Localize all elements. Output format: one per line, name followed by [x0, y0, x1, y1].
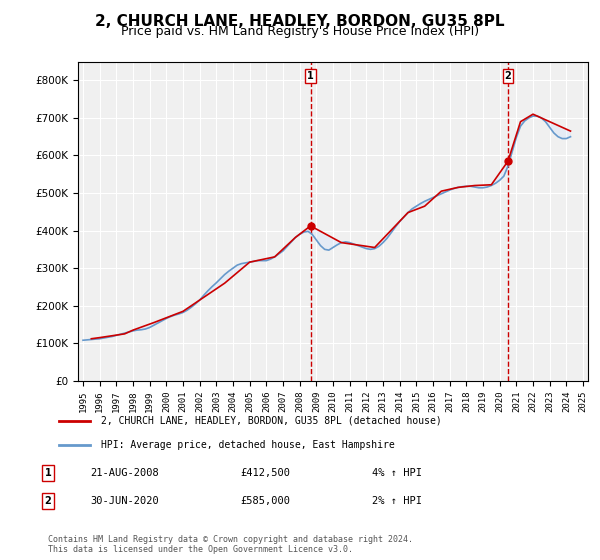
Text: 21-AUG-2008: 21-AUG-2008: [90, 468, 159, 478]
Text: HPI: Average price, detached house, East Hampshire: HPI: Average price, detached house, East…: [101, 440, 395, 450]
Text: 4% ↑ HPI: 4% ↑ HPI: [372, 468, 422, 478]
Text: 1: 1: [44, 468, 52, 478]
Text: 2% ↑ HPI: 2% ↑ HPI: [372, 496, 422, 506]
Text: £412,500: £412,500: [240, 468, 290, 478]
Text: 2: 2: [505, 71, 511, 81]
Text: 30-JUN-2020: 30-JUN-2020: [90, 496, 159, 506]
Text: 2, CHURCH LANE, HEADLEY, BORDON, GU35 8PL (detached house): 2, CHURCH LANE, HEADLEY, BORDON, GU35 8P…: [101, 416, 442, 426]
Text: 2, CHURCH LANE, HEADLEY, BORDON, GU35 8PL: 2, CHURCH LANE, HEADLEY, BORDON, GU35 8P…: [95, 14, 505, 29]
Text: £585,000: £585,000: [240, 496, 290, 506]
Text: Price paid vs. HM Land Registry's House Price Index (HPI): Price paid vs. HM Land Registry's House …: [121, 25, 479, 38]
Text: 2: 2: [44, 496, 52, 506]
Text: 1: 1: [307, 71, 314, 81]
Text: Contains HM Land Registry data © Crown copyright and database right 2024.
This d: Contains HM Land Registry data © Crown c…: [48, 535, 413, 554]
